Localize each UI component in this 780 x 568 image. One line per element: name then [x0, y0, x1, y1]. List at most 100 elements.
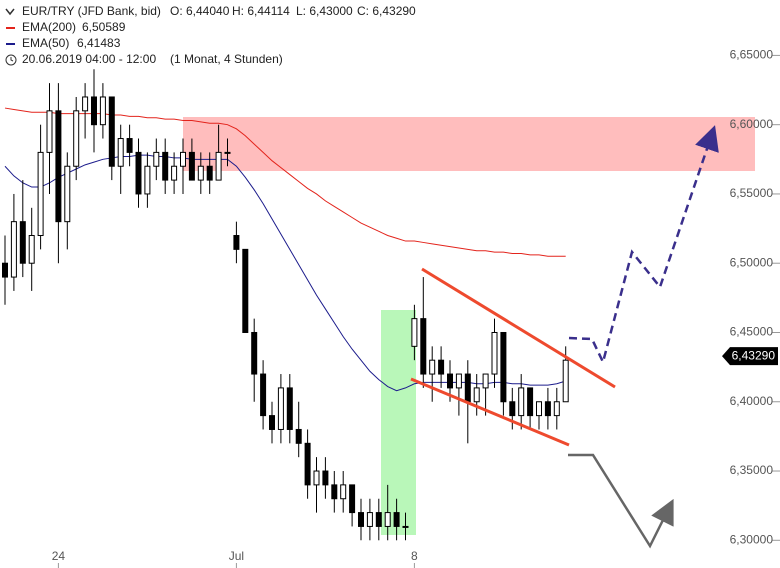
candle-body: [491, 331, 498, 375]
candle-body: [99, 96, 106, 126]
candle-body: [180, 151, 186, 167]
candle-body: [402, 525, 409, 528]
candle-body: [73, 110, 80, 167]
candle-body: [358, 512, 364, 527]
candle-body: [2, 262, 8, 278]
candle-body: [455, 373, 462, 389]
y-tick-label: 6,30000: [730, 532, 774, 546]
legend-value: 6,41483: [77, 36, 121, 50]
candle-body: [473, 387, 480, 403]
close-label: C: 6,43290: [357, 4, 416, 18]
candle-body: [46, 110, 53, 153]
candle-body: [242, 248, 249, 333]
candle-body: [162, 151, 169, 181]
collapse-icon[interactable]: [5, 8, 15, 16]
candle-body: [536, 401, 542, 417]
candle-body: [91, 96, 97, 126]
candle-body: [366, 512, 373, 527]
resistance-zone: [183, 117, 755, 171]
period: 20.06.2019 04:00 - 12:00: [22, 52, 156, 66]
candle-body: [384, 512, 391, 527]
candle-body: [108, 96, 115, 167]
candle-body: [420, 318, 427, 375]
candle-body: [277, 387, 284, 430]
support-zone: [381, 310, 416, 535]
plot-area: [2, 69, 569, 541]
candle-body: [411, 318, 418, 347]
candle-body: [518, 387, 525, 417]
candle-body: [438, 359, 445, 375]
interval: (1 Monat, 4 Stunden): [170, 52, 283, 66]
candle-body: [331, 484, 338, 500]
candle-body: [215, 151, 222, 181]
channel-bottom: [410, 377, 570, 447]
y-tick-label: 6,50000: [730, 255, 774, 269]
price-tag: [722, 347, 778, 366]
candle-body: [55, 110, 62, 223]
candle-body: [393, 512, 400, 527]
instrument: EUR/TRY (JFD Bank, bid): [22, 4, 161, 18]
candle-body: [28, 235, 35, 264]
candle-body: [144, 165, 151, 195]
candle-body: [260, 373, 267, 417]
legend-value: 6,50589: [82, 20, 126, 34]
candle-body: [206, 165, 213, 181]
price-tag-label: 6,43290: [732, 348, 776, 362]
candle-body: [19, 221, 26, 264]
candle-body: [500, 331, 507, 403]
candle-body: [82, 96, 89, 112]
y-tick-label: 6,60000: [730, 117, 774, 131]
y-tick-label: 6,35000: [730, 463, 774, 477]
candle-body: [286, 387, 293, 430]
candle-body: [269, 415, 275, 430]
y-tick-label: 6,65000: [730, 48, 774, 62]
candle-body: [64, 165, 71, 223]
x-tick-label: 8: [411, 549, 418, 563]
candle-body: [126, 138, 133, 153]
candle-body: [37, 151, 44, 237]
clock-icon: [5, 54, 17, 66]
high-label: H: 6,44114: [232, 4, 290, 18]
clock-hands: [10, 57, 14, 62]
bull-scenario: [568, 125, 719, 366]
y-tick-label: 6,40000: [730, 394, 774, 408]
candle-body: [233, 235, 240, 250]
candle-body: [482, 373, 489, 389]
candle-body: [447, 373, 453, 389]
candle-body: [340, 484, 347, 500]
x-tick-label: Jul: [229, 549, 244, 563]
legend-name: EMA(200): [22, 20, 76, 34]
ema-line: [4, 154, 566, 392]
candle-body: [197, 165, 204, 181]
low-label: L: 6,43000: [296, 4, 353, 18]
open-label: O: 6,44040: [170, 4, 230, 18]
legend-name: EMA(50): [22, 36, 69, 50]
candle-body: [375, 512, 382, 527]
candle-body: [153, 151, 160, 167]
candle-body: [135, 151, 142, 195]
candle-body: [224, 151, 231, 154]
candle-body: [295, 428, 302, 444]
candle-body: [171, 165, 178, 181]
candle-body: [553, 401, 560, 417]
candle-body: [313, 470, 320, 486]
candle-body: [322, 470, 329, 486]
candle-body: [429, 359, 436, 375]
y-tick-label: 6,45000: [730, 325, 774, 339]
candle-body: [509, 401, 516, 417]
candle-body: [464, 373, 471, 403]
y-tick-label: 6,55000: [730, 186, 774, 200]
candle-body: [251, 331, 258, 375]
channel-top: [421, 267, 616, 389]
candle-body: [562, 359, 569, 403]
legend: EMA(200) 6,50589 EMA(50) 6,41483: [6, 20, 126, 50]
candle-body: [544, 401, 551, 417]
candle-body: [304, 442, 311, 486]
candle-body: [527, 387, 534, 417]
bear-scenario: [568, 453, 674, 549]
x-tick-label: 24: [52, 549, 66, 563]
candle-body: [188, 151, 195, 181]
candle-body: [349, 484, 356, 514]
candle-body: [117, 138, 124, 167]
